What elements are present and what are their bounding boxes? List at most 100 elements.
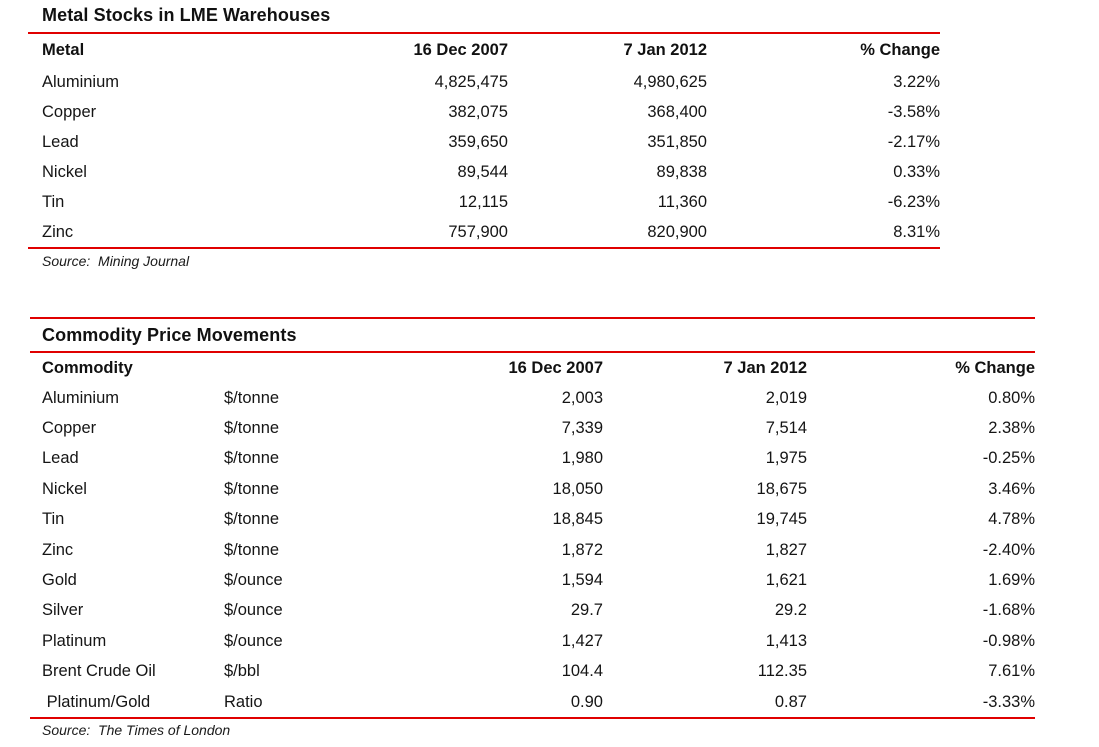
- column-header-change: % Change: [955, 358, 1035, 377]
- commodity-row-date1-cell: 7,339: [561, 419, 603, 438]
- commodity-row-unit-cell: $/bbl: [224, 662, 260, 681]
- column-header-date1: 16 Dec 2007: [413, 41, 509, 59]
- commodity-row: Copper $/tonne 7,339 7,514 2.38%: [30, 413, 1035, 443]
- metal-row-date1-cell: 4,825,475: [434, 72, 508, 91]
- commodity-row-change-cell: 7.61%: [988, 662, 1035, 681]
- commodity-row-name-cell: Tin: [42, 510, 65, 529]
- metal-row-name-cell: Aluminium: [42, 72, 120, 91]
- commodity-row-date1-cell: 29.7: [570, 601, 603, 620]
- red-rule-divider: [30, 317, 1035, 319]
- commodity-row-name-cell: Brent Crude Oil: [42, 662, 156, 681]
- commodity-row-unit-cell: $/tonne: [224, 419, 280, 438]
- metal-row-date2-cell: 11,360: [657, 192, 707, 211]
- commodity-row: Tin $/tonne 18,845 19,745 4.78%: [30, 505, 1035, 535]
- commodity-row-change-cell: 1.69%: [988, 571, 1035, 590]
- metal-row-date1-cell: 89,544: [457, 162, 508, 181]
- metal-stocks-table: Metal 16 Dec 2007 7 Jan 2012 % Change Al…: [28, 34, 940, 247]
- commodity-row: Silver $/ounce 29.7 29.2 -1.68%: [30, 596, 1035, 626]
- red-rule-divider: [30, 717, 1035, 719]
- commodity-row-change-cell: -1.68%: [982, 601, 1035, 620]
- commodity-row-name-cell: Lead: [42, 449, 79, 468]
- commodity-row-date2-cell: 1,827: [765, 540, 807, 559]
- commodity-row-name-cell: Gold: [42, 571, 77, 590]
- commodity-row-date1-cell: 18,845: [552, 510, 603, 529]
- metal-row-date2-cell: 89,838: [656, 162, 707, 181]
- commodity-row-date2-cell: 29.2: [774, 601, 807, 620]
- commodity-row-name-cell: Copper: [42, 419, 97, 438]
- column-header-unit: [224, 353, 403, 383]
- commodity-prices-header-row: Commodity 16 Dec 2007 7 Jan 2012 % Chang…: [30, 353, 1035, 383]
- commodity-row-date1-cell: 2,003: [561, 388, 603, 407]
- commodity-row: Zinc $/tonne 1,872 1,827 -2.40%: [30, 535, 1035, 565]
- commodity-row-name-cell: Platinum: [42, 631, 107, 650]
- metal-row: Aluminium 4,825,475 4,980,625 3.22%: [28, 67, 940, 97]
- metal-row-date2-cell: 368,400: [647, 102, 707, 121]
- commodity-row: Brent Crude Oil $/bbl 104.4 112.35 7.61%: [30, 657, 1035, 687]
- commodity-prices-table: Commodity 16 Dec 2007 7 Jan 2012 % Chang…: [30, 353, 1035, 717]
- metal-row: Lead 359,650 351,850 -2.17%: [28, 127, 940, 157]
- commodity-row-date2-cell: 7,514: [765, 419, 807, 438]
- commodity-prices-title: Commodity Price Movements: [42, 325, 297, 345]
- commodity-row-date2-cell: 2,019: [765, 388, 807, 407]
- commodity-row-date1-cell: 104.4: [561, 662, 603, 681]
- metal-row-change-cell: 8.31%: [893, 222, 940, 241]
- commodity-row-date1-cell: 1,427: [561, 631, 603, 650]
- commodity-row: Lead $/tonne 1,980 1,975 -0.25%: [30, 444, 1035, 474]
- metal-row-change-cell: -3.58%: [887, 102, 940, 121]
- metal-row: Copper 382,075 368,400 -3.58%: [28, 97, 940, 127]
- commodity-row-unit-cell: $/tonne: [224, 479, 280, 498]
- red-rule-divider: [28, 32, 940, 34]
- commodity-row-name-cell: Zinc: [42, 540, 74, 559]
- commodity-row-date1-cell: 1,980: [561, 449, 603, 468]
- commodity-prices-source: Source: The Times of London: [42, 722, 231, 738]
- commodity-row: Aluminium $/tonne 2,003 2,019 0.80%: [30, 383, 1035, 413]
- commodity-row-change-cell: -2.40%: [982, 540, 1035, 559]
- commodity-row-unit-cell: $/ounce: [224, 571, 283, 590]
- metal-row-name-cell: Nickel: [42, 162, 87, 181]
- metal-row-date1-cell: 12,115: [458, 192, 508, 211]
- metal-row-name-cell: Copper: [42, 102, 97, 121]
- commodity-row: Platinum/Gold Ratio 0.90 0.87 -3.33%: [30, 687, 1035, 717]
- commodity-row: Gold $/ounce 1,594 1,621 1.69%: [30, 565, 1035, 595]
- column-header-date1: 16 Dec 2007: [508, 358, 604, 377]
- commodity-row-change-cell: -0.98%: [982, 631, 1035, 650]
- commodity-row-date1-cell: 1,872: [561, 540, 603, 559]
- commodity-row-change-cell: 2.38%: [988, 419, 1035, 438]
- commodity-row-date2-cell: 18,675: [756, 479, 807, 498]
- commodity-row: Nickel $/tonne 18,050 18,675 3.46%: [30, 474, 1035, 504]
- metal-row-date1-cell: 359,650: [448, 132, 508, 151]
- commodity-row-change-cell: 0.80%: [988, 388, 1035, 407]
- commodity-row-unit-cell: $/ounce: [224, 601, 283, 620]
- metal-row-name-cell: Lead: [42, 132, 79, 151]
- metal-row-change-cell: -2.17%: [887, 132, 940, 151]
- commodity-row-unit-cell: Ratio: [224, 692, 263, 711]
- commodity-row-name-cell: Aluminium: [42, 388, 120, 407]
- metal-row-change-cell: 0.33%: [893, 162, 940, 181]
- metal-row-change-cell: 3.22%: [893, 72, 940, 91]
- commodity-row-date2-cell: 0.87: [774, 692, 807, 711]
- metal-row: Nickel 89,544 89,838 0.33%: [28, 157, 940, 187]
- commodity-row-unit-cell: $/ounce: [224, 631, 283, 650]
- commodity-row-name-cell: Platinum/Gold: [42, 692, 151, 711]
- commodity-row-unit-cell: $/tonne: [224, 449, 280, 468]
- commodity-row-date2-cell: 1,621: [765, 571, 807, 590]
- commodity-row-unit-cell: $/tonne: [224, 540, 280, 559]
- column-header-date2: 7 Jan 2012: [723, 358, 807, 377]
- red-rule-divider: [30, 351, 1035, 353]
- commodity-row-date1-cell: 1,594: [561, 571, 603, 590]
- metal-row-date1-cell: 757,900: [448, 222, 508, 241]
- column-header-metal: Metal: [42, 41, 85, 59]
- commodity-row-unit-cell: $/tonne: [224, 388, 280, 407]
- column-header-commodity: Commodity: [42, 358, 133, 377]
- column-header-date2: 7 Jan 2012: [623, 41, 707, 59]
- commodity-row-change-cell: -3.33%: [982, 692, 1035, 711]
- metal-stocks-source: Source: Mining Journal: [42, 253, 190, 269]
- commodity-row-date2-cell: 112.35: [757, 662, 807, 681]
- metal-row: Tin 12,115 11,360 -6.23%: [28, 187, 940, 217]
- commodity-row-date2-cell: 19,745: [756, 510, 807, 529]
- commodity-row-change-cell: -0.25%: [982, 449, 1035, 468]
- metal-row-date1-cell: 382,075: [448, 102, 508, 121]
